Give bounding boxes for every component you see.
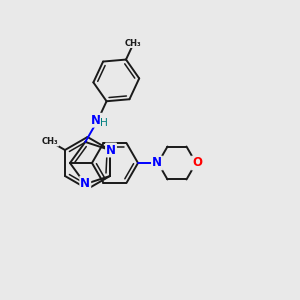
Text: N: N (80, 176, 90, 190)
Text: O: O (192, 157, 202, 169)
Text: N: N (91, 114, 101, 127)
Text: N: N (106, 143, 116, 157)
Text: CH₃: CH₃ (124, 39, 141, 48)
Text: N: N (152, 157, 162, 169)
Text: CH₃: CH₃ (42, 137, 58, 146)
Text: H: H (100, 118, 108, 128)
